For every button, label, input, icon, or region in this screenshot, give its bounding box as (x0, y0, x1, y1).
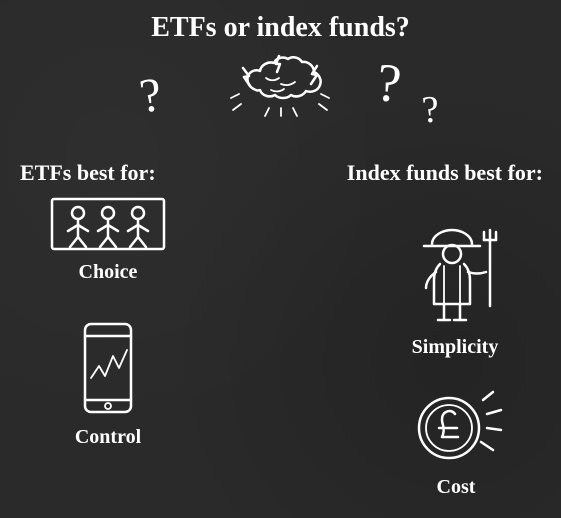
page-title: ETFs or index funds? (0, 12, 561, 44)
item-label: Simplicity (385, 336, 525, 359)
question-mark-icon: ? (421, 87, 441, 132)
people-in-box-icon (48, 195, 168, 255)
smartphone-chart-icon (73, 320, 143, 420)
item-label: Control (48, 426, 168, 449)
item-choice: Choice (38, 195, 178, 284)
item-control: Control (48, 320, 168, 449)
pound-coin-shine-icon (401, 380, 511, 470)
right-column-heading: Index funds best for: (347, 160, 543, 186)
item-label: Cost (391, 476, 521, 499)
farmer-pitchfork-icon (400, 220, 510, 330)
left-column-heading: ETFs best for: (20, 160, 156, 186)
infographic-stage: ETFs or index funds? (0, 0, 561, 518)
item-simplicity: Simplicity (385, 220, 525, 359)
brain-icon (0, 50, 561, 130)
item-cost: Cost (391, 380, 521, 499)
item-label: Choice (38, 261, 178, 284)
